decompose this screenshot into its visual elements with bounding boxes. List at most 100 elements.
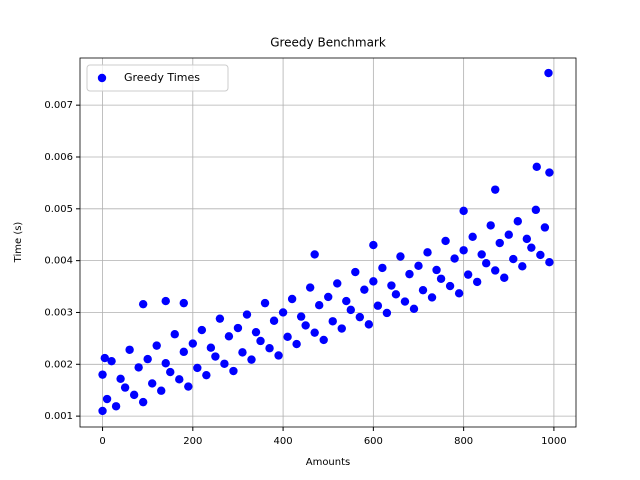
point	[414, 261, 423, 271]
point	[346, 305, 355, 315]
point	[98, 406, 107, 416]
point	[301, 321, 310, 330]
point	[274, 351, 283, 360]
x-tick-label: 600	[364, 436, 383, 447]
point	[459, 206, 468, 216]
point	[260, 298, 270, 308]
point	[211, 352, 220, 361]
point	[287, 294, 297, 304]
point	[220, 359, 229, 368]
point	[468, 232, 477, 241]
point	[98, 370, 107, 379]
point	[491, 266, 500, 275]
point	[544, 68, 553, 78]
point	[373, 301, 383, 310]
point	[179, 298, 188, 308]
point	[193, 363, 202, 373]
point	[134, 363, 143, 372]
point	[369, 240, 378, 250]
point	[382, 308, 392, 318]
legend-marker	[97, 73, 107, 83]
point	[450, 254, 459, 263]
point	[111, 402, 121, 411]
point	[102, 394, 112, 404]
point	[486, 221, 495, 230]
point	[337, 324, 346, 333]
point	[540, 223, 550, 232]
point	[432, 265, 441, 275]
point	[351, 267, 360, 277]
point	[405, 269, 414, 279]
point	[242, 310, 252, 319]
point	[536, 250, 545, 260]
point	[423, 248, 432, 257]
y-tick-label: 0.005	[44, 204, 73, 215]
point	[283, 332, 292, 342]
point	[184, 382, 193, 391]
y-tick-label: 0.004	[44, 256, 73, 267]
point	[378, 263, 387, 273]
point	[229, 366, 238, 376]
point	[157, 386, 166, 395]
x-tick-label: 800	[454, 436, 473, 447]
point	[545, 168, 554, 177]
point	[445, 281, 455, 291]
point	[333, 279, 342, 288]
point	[256, 336, 265, 346]
y-tick-label: 0.003	[44, 307, 73, 318]
chart-title: Greedy Benchmark	[270, 36, 386, 50]
point	[100, 353, 110, 363]
point	[305, 283, 315, 292]
x-axis-label: Amounts	[306, 457, 351, 468]
point	[454, 289, 464, 298]
point	[527, 243, 536, 252]
x-tick-label: 400	[274, 436, 293, 447]
point	[396, 252, 405, 261]
point	[391, 290, 401, 299]
point	[179, 347, 188, 357]
point	[278, 308, 288, 317]
x-tick-label: 0	[99, 436, 105, 447]
point	[125, 345, 134, 354]
point	[436, 274, 446, 283]
point	[328, 317, 337, 326]
point	[400, 297, 410, 306]
point	[310, 250, 319, 259]
y-tick-label: 0.006	[44, 152, 73, 163]
point	[518, 262, 527, 271]
point	[152, 341, 161, 350]
y-axis-label: Time (s)	[13, 222, 24, 264]
point	[482, 259, 491, 268]
point	[292, 339, 301, 349]
legend-box	[86, 64, 229, 92]
point	[247, 355, 256, 364]
point	[166, 367, 175, 377]
point	[175, 375, 184, 384]
point	[504, 230, 513, 239]
point	[251, 327, 261, 337]
point	[138, 397, 148, 407]
point	[342, 296, 351, 306]
point	[387, 281, 396, 290]
point	[531, 205, 541, 215]
point	[310, 328, 319, 337]
point	[491, 185, 500, 194]
point	[522, 234, 532, 244]
point	[369, 277, 378, 286]
point	[107, 356, 116, 366]
y-tick-label: 0.007	[44, 100, 73, 111]
point	[418, 285, 428, 295]
y-tick-label: 0.001	[44, 411, 73, 422]
point	[161, 359, 170, 368]
point	[215, 314, 225, 323]
point	[188, 339, 198, 348]
point	[472, 277, 482, 287]
legend-label: Greedy Times	[124, 71, 200, 84]
point	[233, 323, 243, 333]
point	[129, 390, 139, 400]
point	[355, 312, 365, 322]
point	[265, 344, 274, 353]
x-tick-label: 1000	[541, 436, 566, 447]
point	[364, 320, 374, 329]
point	[500, 273, 509, 282]
